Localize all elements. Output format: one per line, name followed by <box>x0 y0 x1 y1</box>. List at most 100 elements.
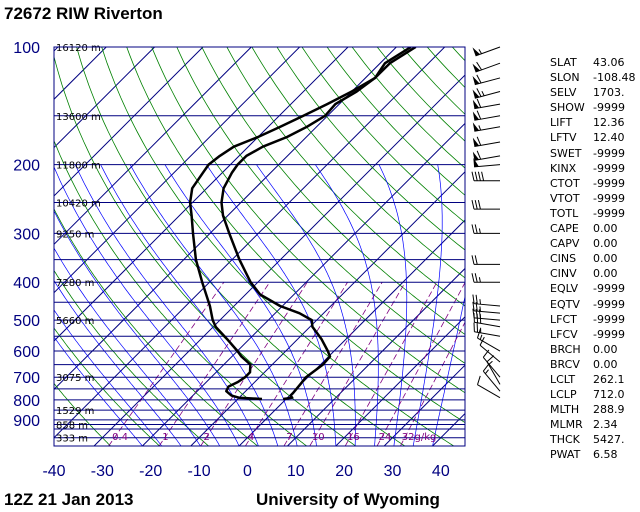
height-label: 333 m <box>56 434 88 445</box>
pressure-tick-label: 600 <box>13 344 40 361</box>
index-key: LFCT <box>550 312 577 326</box>
wind-barb <box>471 255 500 265</box>
index-value: -9999 <box>593 297 625 311</box>
dry-adiabat <box>301 47 465 223</box>
dry-adiabat <box>101 47 455 446</box>
wind-barb <box>472 122 501 132</box>
wind-barb <box>477 329 501 352</box>
index-key: THCK <box>550 433 580 447</box>
temperature-tick-label: 10 <box>287 463 305 480</box>
isotherm <box>383 364 465 446</box>
dry-adiabat <box>201 47 465 335</box>
temperature-tick-label: 20 <box>335 463 353 480</box>
index-key: EQTV <box>550 297 580 311</box>
dry-adiabat <box>76 47 406 446</box>
index-value: -9999 <box>593 191 625 205</box>
isotherm <box>54 47 349 342</box>
observation-time: 12Z 21 Jan 2013 <box>4 490 134 509</box>
temperature-tick-label: 30 <box>384 463 402 480</box>
index-row: LCLT 262.1 <box>550 372 640 387</box>
index-key: MLTH <box>550 403 580 417</box>
height-label: 858 m <box>56 420 88 431</box>
temperature-tick-label: 40 <box>432 463 450 480</box>
mixing-ratio-line <box>344 282 438 446</box>
index-row: BRCH 0.00 <box>550 342 640 357</box>
index-key: LFTV <box>550 131 577 145</box>
index-value: 43.06 <box>593 56 625 69</box>
mixing-ratio-label: 32g/kg <box>402 432 437 443</box>
height-label: 7280 m <box>56 278 94 289</box>
index-row: LIFT 12.36 <box>550 115 640 130</box>
pressure-tick-label: 100 <box>13 40 40 57</box>
index-value: 262.1 <box>593 372 625 386</box>
pressure-tick-label: 200 <box>13 158 40 175</box>
index-row: PWAT 6.58 <box>550 447 640 462</box>
index-row: KINX -9999 <box>550 161 640 176</box>
index-value: 0.00 <box>593 267 618 281</box>
temperature-tick-label: -30 <box>91 463 114 480</box>
mixing-ratio-line <box>400 321 465 446</box>
dry-adiabat <box>54 208 258 446</box>
pressure-tick-label: 500 <box>13 313 40 330</box>
index-key: SLAT <box>550 56 577 69</box>
temperature-tick-label: -40 <box>42 463 65 480</box>
index-key: LCLP <box>550 388 577 402</box>
index-value: 2.34 <box>593 418 618 432</box>
moist-adiabat <box>206 164 337 446</box>
height-label: 16120 m <box>56 43 101 54</box>
index-key: KINX <box>550 161 577 175</box>
moist-adiabat <box>256 164 356 446</box>
index-key: CINV <box>550 267 577 281</box>
height-label: 5660 m <box>56 316 94 327</box>
moist-adiabat <box>129 164 298 446</box>
wind-barb <box>472 136 501 147</box>
wind-barb <box>472 74 501 86</box>
index-key: CTOT <box>550 176 580 190</box>
mixing-ratio-line <box>283 282 383 446</box>
dry-adiabat <box>126 47 465 424</box>
index-row: LCLP 712.0 <box>550 387 640 402</box>
index-key: LCLT <box>550 372 576 386</box>
isotherm <box>54 47 155 149</box>
wind-barb <box>473 322 501 337</box>
wind-barb <box>472 88 501 99</box>
index-row: LFCT -9999 <box>550 312 640 327</box>
isotherm <box>287 267 465 446</box>
index-row: SLON -108.48 <box>550 70 640 85</box>
wind-barb <box>472 61 501 73</box>
plot-frame <box>53 46 466 447</box>
dry-adiabat <box>251 47 465 279</box>
pressure-tick-label: 700 <box>13 370 40 387</box>
height-label: 3075 m <box>56 373 94 384</box>
index-row: MLMR 2.34 <box>550 417 640 432</box>
mixing-ratio-line <box>376 282 465 446</box>
moist-adiabat <box>164 164 317 446</box>
index-value: -9999 <box>593 206 625 220</box>
index-value: 12.36 <box>593 116 625 130</box>
height-label: 10420 m <box>56 198 101 209</box>
index-value: 712.0 <box>593 388 625 402</box>
index-key: BRCV <box>550 357 580 371</box>
index-row: LFTV 12.40 <box>550 130 640 145</box>
moist-adiabat <box>378 164 408 446</box>
index-row: THCK 5427. <box>550 432 640 447</box>
index-value: 5427. <box>593 433 625 447</box>
isotherm <box>54 47 397 391</box>
temperature-tick-label: -10 <box>187 463 210 480</box>
index-row: SELV 1703. <box>550 85 640 100</box>
moist-adiabat <box>54 247 201 446</box>
index-key: EQLV <box>550 282 579 296</box>
index-key: VTOT <box>550 191 580 205</box>
index-row: MLTH 288.9 <box>550 402 640 417</box>
mixing-ratio-label: 7 <box>286 432 292 443</box>
moist-adiabat <box>54 309 163 446</box>
index-row: LFCV -9999 <box>550 327 640 342</box>
index-row: SHOW -9999 <box>550 100 640 115</box>
index-value: 6.58 <box>593 448 618 462</box>
dewpoint-profile <box>188 47 417 401</box>
pressure-tick-label: 400 <box>13 275 40 292</box>
wind-barb <box>472 301 501 314</box>
chart-title: 72672 RIW Riverton <box>4 4 163 23</box>
mixing-ratio-label: 10 <box>312 432 325 443</box>
